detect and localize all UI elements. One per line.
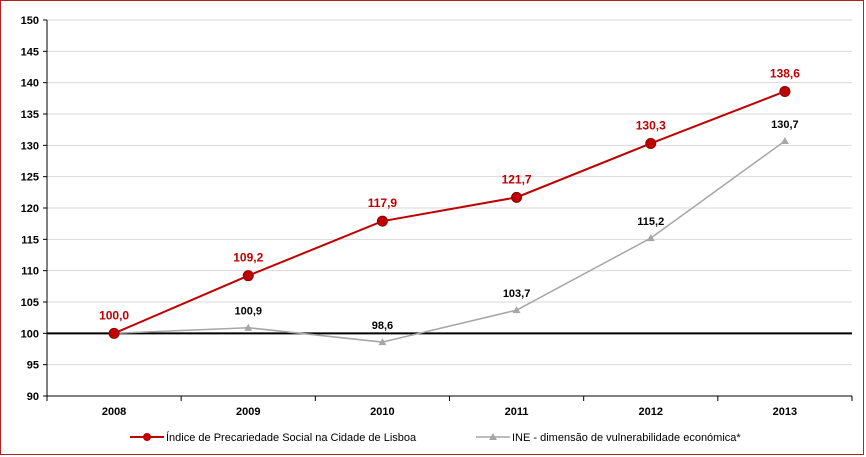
x-tick-label: 2011 (505, 406, 529, 418)
y-tick-label: 125 (21, 172, 39, 184)
series-line-ine (114, 140, 786, 343)
x-tick-label: 2012 (639, 406, 663, 418)
y-tick-label: 150 (21, 15, 39, 27)
data-label-ine: 103,7 (503, 288, 531, 300)
data-label-ipscl: 109,2 (233, 251, 263, 265)
legend-marker-ipscl (143, 433, 151, 441)
data-point-ipscl (645, 137, 657, 149)
legend-label-ine: INE - dimensão de vulnerabilidade económ… (512, 432, 741, 444)
x-tick-label: 2009 (236, 406, 260, 418)
y-tick-label: 115 (21, 234, 39, 246)
data-point-ipscl (511, 191, 523, 203)
data-point-ine (780, 136, 789, 144)
data-point-ipscl (242, 270, 254, 282)
gridlines (47, 19, 852, 366)
series-line-ipscl (113, 90, 786, 335)
data-point-ipscl (108, 327, 120, 339)
data-point-ine (512, 306, 521, 314)
y-tick-label: 135 (21, 109, 39, 121)
data-label-ipscl: 121,7 (502, 172, 532, 186)
data-label-ipscl: 138,6 (770, 66, 800, 80)
x-tick-label: 2008 (102, 406, 126, 418)
data-point-ine (378, 338, 387, 346)
data-label-ine: 98,6 (372, 320, 393, 332)
data-label-ipscl: 117,9 (368, 196, 398, 210)
x-axis-ticks: 2008 2009 2010 2011 2012 2013 (102, 406, 797, 418)
data-label-ine: 115,2 (637, 216, 664, 228)
y-tick-label: 110 (21, 266, 39, 278)
data-point-ine (646, 234, 655, 242)
data-point-ipscl (779, 85, 791, 97)
data-label-ine: 130,7 (771, 119, 799, 131)
y-tick-label: 140 (21, 78, 39, 90)
data-point-ipscl (376, 215, 388, 227)
legend-label-ipscl: Índice de Precariedade Social na Cidade … (166, 431, 417, 444)
y-tick-label: 95 (27, 360, 39, 372)
x-tick-label: 2013 (773, 406, 797, 418)
legend-marker-ine (489, 433, 497, 440)
data-label-ipscl: 130,3 (636, 118, 666, 132)
y-tick-label: 105 (21, 297, 39, 309)
series-group (108, 85, 791, 346)
data-label-ipscl: 100,0 (99, 308, 129, 322)
legend: Índice de Precariedade Social na Cidade … (130, 431, 741, 444)
y-tick-label: 130 (21, 140, 39, 152)
y-tick-label: 90 (27, 391, 39, 403)
y-tick-label: 100 (21, 328, 39, 340)
data-labels: 100,0 109,2 117,9 121,7 130,3 138,6 100,9 98,6 1… (99, 66, 800, 332)
data-label-ine: 100,9 (234, 306, 262, 318)
y-tick-label: 145 (21, 46, 39, 58)
x-tick-label: 2010 (370, 406, 394, 418)
data-point-ine (244, 323, 253, 331)
y-tick-label: 120 (21, 203, 39, 215)
y-axis-ticks: 90 95 100 105 110 115 120 125 130 135 140 145 150 (21, 15, 39, 403)
axes (43, 19, 853, 401)
